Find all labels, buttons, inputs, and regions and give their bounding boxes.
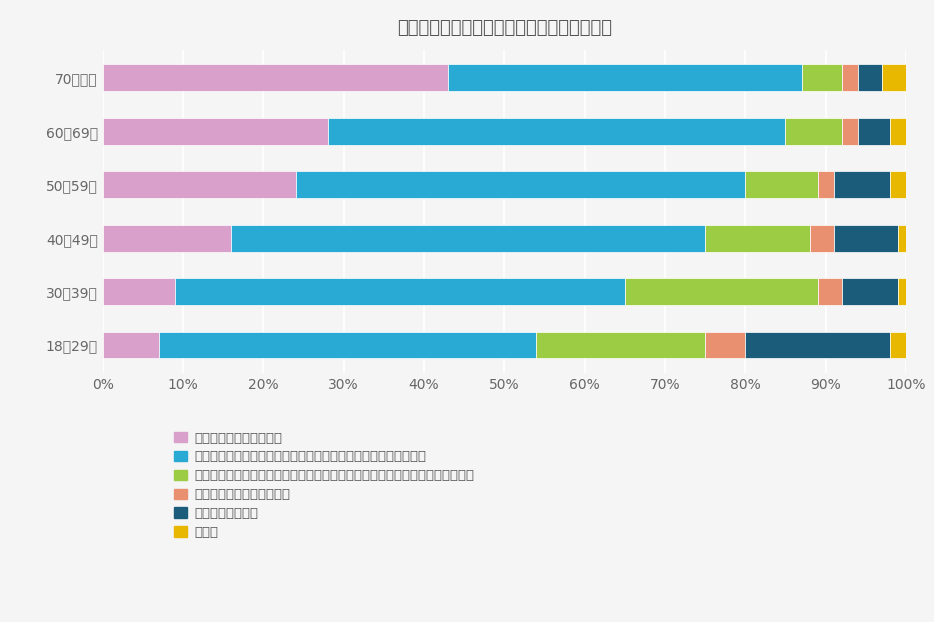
Bar	[232, 225, 705, 251]
Bar	[448, 65, 801, 91]
Bar	[745, 332, 890, 358]
Legend: 全面的に公的年金に頼る, 公的年金を中心とし、これに個人年金や貯蓄などを組み合わせる, 公的年金にはなるべく頼らず、できるだけ個人年金や貯蓄などを中心に考える,: 全面的に公的年金に頼る, 公的年金を中心とし、これに個人年金や貯蓄などを組み合わ…	[174, 432, 474, 539]
Bar	[890, 332, 906, 358]
Bar	[882, 65, 906, 91]
Bar	[834, 225, 898, 251]
Bar	[890, 118, 906, 145]
Bar	[536, 332, 705, 358]
Bar	[103, 332, 159, 358]
Bar	[842, 278, 898, 305]
Bar	[810, 225, 834, 251]
Bar	[328, 118, 785, 145]
Bar	[857, 65, 882, 91]
Bar	[103, 172, 295, 198]
Bar	[175, 278, 625, 305]
Bar	[834, 172, 890, 198]
Bar	[625, 278, 817, 305]
Bar	[842, 118, 857, 145]
Bar	[103, 278, 175, 305]
Bar	[857, 118, 890, 145]
Bar	[817, 278, 842, 305]
Bar	[103, 225, 232, 251]
Bar	[898, 225, 906, 251]
Bar	[295, 172, 745, 198]
Title: 老後の生活設計の中での公的年金の位置付け: 老後の生活設計の中での公的年金の位置付け	[397, 19, 612, 37]
Bar	[103, 65, 448, 91]
Bar	[890, 172, 906, 198]
Bar	[801, 65, 842, 91]
Bar	[745, 172, 817, 198]
Bar	[817, 172, 834, 198]
Bar	[705, 332, 745, 358]
Bar	[103, 118, 328, 145]
Bar	[705, 225, 810, 251]
Bar	[785, 118, 842, 145]
Bar	[159, 332, 536, 358]
Bar	[898, 278, 906, 305]
Bar	[842, 65, 857, 91]
